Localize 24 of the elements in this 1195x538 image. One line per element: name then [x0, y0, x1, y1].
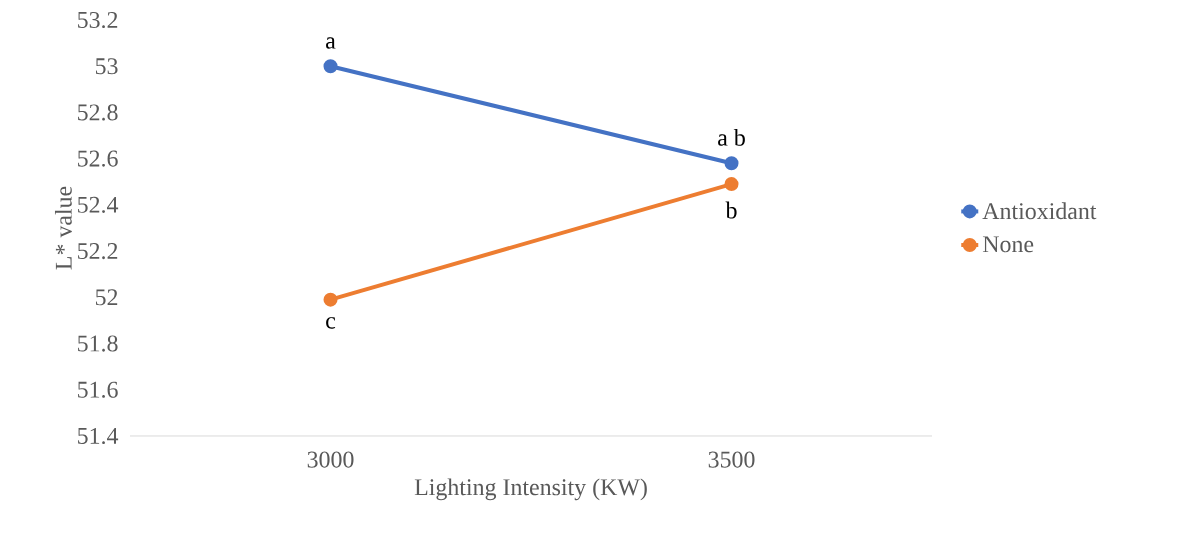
y-tick-label: 52	[95, 289, 118, 306]
x-tick-label: 3500	[708, 451, 755, 468]
y-tick-label: 52.6	[78, 150, 118, 167]
legend-label: Antioxidant	[982, 202, 1097, 220]
y-tick-label: 52.2	[78, 243, 118, 260]
point	[323, 59, 338, 74]
annotation: a	[326, 37, 336, 49]
annotation: c	[326, 317, 336, 329]
x-tick-label: 3000	[307, 451, 354, 468]
y-tick-label: 52.4	[78, 196, 119, 213]
y-tick-label: 53	[95, 58, 118, 75]
point	[724, 156, 739, 171]
y-tick-label: 51.4	[78, 427, 119, 445]
point	[724, 177, 739, 192]
y-tick-label: 51.8	[78, 335, 118, 352]
x-axis-title: Lighting Intensity (KW)	[414, 478, 647, 501]
point	[323, 292, 338, 307]
y-tick-label: 51.6	[78, 381, 118, 398]
y-tick-label: 53.2	[78, 11, 118, 29]
y-tick-label: 52.8	[78, 104, 118, 121]
annotation: a b	[718, 128, 745, 146]
legend-label: None	[982, 236, 1034, 253]
annotation: b	[725, 201, 737, 219]
y-axis-title: L* value	[54, 186, 72, 270]
